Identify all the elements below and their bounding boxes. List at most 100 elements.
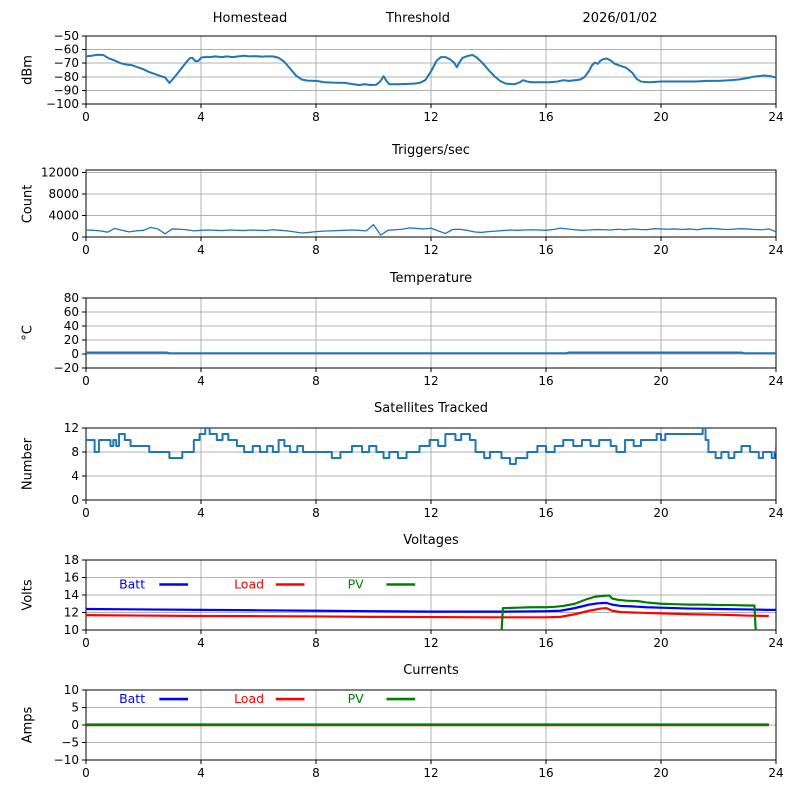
subplot-title-voltages: Voltages: [403, 533, 459, 548]
x-tick-label: 8: [312, 374, 320, 388]
subplot-0: 0 4 8 12 16 20 24 −100−90−80−70−60−50: [46, 29, 784, 124]
y-tick-label: 0: [71, 493, 79, 507]
y-tick-label: 20: [64, 333, 79, 347]
x-tick-label: 0: [82, 766, 90, 780]
y-tick-label: 14: [64, 588, 79, 602]
x-tick-label: 4: [197, 374, 205, 388]
x-tick-label: 16: [538, 506, 553, 520]
series-signal-dbm: [86, 53, 776, 86]
y-tick-label: 18: [64, 553, 79, 567]
subplot-title-satellites: Satellites Tracked: [374, 401, 488, 416]
x-tick-label: 8: [312, 506, 320, 520]
x-tick-label: 12: [423, 766, 438, 780]
series-satellites: [86, 428, 776, 465]
y-tick-label: 8000: [48, 187, 79, 201]
x-tick-label: 20: [653, 766, 668, 780]
legend-label-load: Load: [234, 577, 264, 592]
x-tick-label: 12: [423, 374, 438, 388]
x-tick-label: 4: [197, 766, 205, 780]
y-tick-label: −80: [54, 70, 79, 84]
x-tick-label: 24: [768, 506, 783, 520]
legend-label-pv: PV: [348, 577, 365, 592]
series-load-volts: [86, 607, 769, 619]
y-tick-label: −90: [54, 83, 79, 97]
plot-border: [85, 427, 777, 501]
legend-label-pv: PV: [348, 691, 365, 706]
x-tick-label: 16: [538, 636, 553, 650]
ylabel-dbm: dBm: [20, 55, 36, 85]
ylabel-amps: Amps: [20, 706, 36, 744]
subplot-4: 0 4 8 12 16 20 24 10 12 14 16 18 Batt Load PV: [64, 553, 784, 650]
x-tick-label: 24: [768, 766, 783, 780]
y-tick-label: −70: [54, 56, 79, 70]
x-tick-label: 16: [538, 374, 553, 388]
x-tick-label: 0: [82, 636, 90, 650]
x-tick-label: 24: [768, 636, 783, 650]
figure-title-date: 2026/01/02: [582, 11, 658, 26]
ylabel-volts: Volts: [20, 579, 36, 611]
y-tick-label: 5: [71, 701, 79, 715]
x-tick-label: 4: [197, 636, 205, 650]
x-tick-label: 12: [423, 636, 438, 650]
y-tick-label: −100: [46, 97, 79, 111]
series-batt-volts: [86, 601, 776, 613]
y-tick-label: 0: [71, 718, 79, 732]
ylabel-celsius: °C: [20, 325, 36, 341]
y-tick-label: −50: [54, 29, 79, 43]
x-tick-label: 0: [82, 110, 90, 124]
y-tick-label: 12000: [41, 166, 79, 180]
y-tick-label: 0: [71, 230, 79, 244]
y-tick-label: 8: [71, 445, 79, 459]
subplot-3: 0 4 8 12 16 20 24 0 4 8 12: [64, 421, 784, 520]
x-tick-label: 8: [312, 636, 320, 650]
x-tick-label: 4: [197, 243, 205, 257]
x-tick-label: 16: [538, 110, 553, 124]
y-tick-label: 0: [71, 347, 79, 361]
y-tick-label: 40: [64, 319, 79, 333]
y-tick-label: −10: [54, 753, 79, 767]
plot-border: [85, 169, 777, 238]
series-triggers: [86, 224, 776, 236]
x-tick-label: 20: [653, 110, 668, 124]
series-temperature: [86, 351, 776, 355]
x-tick-label: 12: [423, 506, 438, 520]
subplot-5: 0 4 8 12 16 20 24 −10 −5 0 5 10 Batt Load PV: [54, 683, 784, 780]
x-tick-label: 0: [82, 506, 90, 520]
y-tick-label: 4000: [48, 209, 79, 223]
x-tick-label: 12: [423, 243, 438, 257]
y-tick-label: −20: [54, 361, 79, 375]
y-tick-label: 12: [64, 606, 79, 620]
x-tick-label: 16: [538, 766, 553, 780]
figure-title-threshold: Threshold: [385, 11, 451, 26]
y-tick-label: −60: [54, 43, 79, 57]
y-tick-label: 80: [64, 291, 79, 305]
x-tick-label: 4: [197, 110, 205, 124]
subplot-1: 0 4 8 12 16 20 24 0 4000 8000 12000: [41, 166, 784, 257]
series-pv-volts: [500, 594, 757, 630]
x-tick-label: 0: [82, 243, 90, 257]
legend-label-batt: Batt: [119, 691, 145, 706]
ylabel-count: Count: [20, 184, 36, 224]
subplot-title-triggers: Triggers/sec: [392, 143, 470, 158]
y-tick-label: 60: [64, 305, 79, 319]
y-tick-label: 12: [64, 421, 79, 435]
plot-border: [85, 297, 777, 369]
x-tick-label: 8: [312, 110, 320, 124]
x-tick-label: 24: [768, 110, 783, 124]
ylabel-number: Number: [20, 437, 36, 491]
x-tick-label: 20: [653, 243, 668, 257]
x-tick-label: 4: [197, 506, 205, 520]
x-tick-label: 8: [312, 243, 320, 257]
x-tick-label: 8: [312, 766, 320, 780]
plot-border: [85, 35, 777, 105]
x-tick-label: 20: [653, 506, 668, 520]
x-tick-label: 20: [653, 374, 668, 388]
figure-title-station: Homestead: [212, 11, 288, 26]
subplot-title-currents: Currents: [403, 663, 459, 678]
subplot-title-temperature: Temperature: [389, 271, 473, 286]
y-tick-label: 10: [64, 623, 79, 637]
y-tick-label: 4: [71, 469, 79, 483]
x-tick-label: 0: [82, 374, 90, 388]
